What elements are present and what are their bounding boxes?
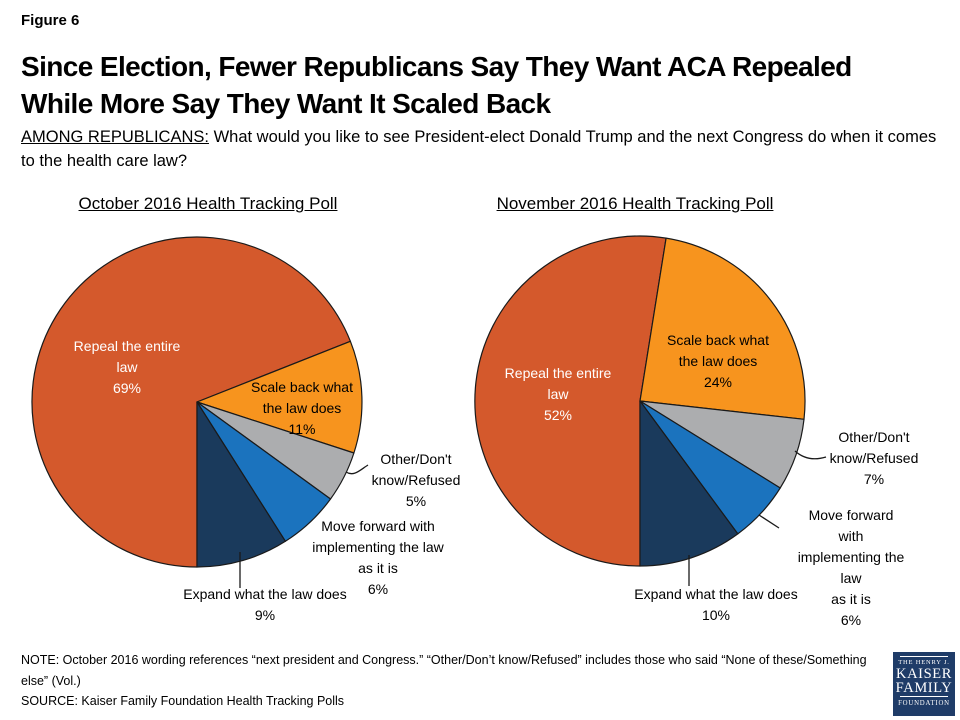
pie-label-nov-move-forward: Move forward with implementing the law a… xyxy=(797,507,905,628)
logo-text-family: FAMILY xyxy=(895,680,953,696)
pie-label-oct-other: Other/Don't know/Refused 5% xyxy=(371,451,461,509)
page-title-line-2: While More Say They Want It Scaled Back xyxy=(21,88,551,119)
logo-rule-bottom xyxy=(900,696,948,697)
subtitle: AMONG REPUBLICANS: What would you like t… xyxy=(21,126,937,173)
leader-line-other xyxy=(345,464,369,475)
footer-source: SOURCE: Kaiser Family Foundation Health … xyxy=(21,694,345,708)
chart-title-november: November 2016 Health Tracking Poll xyxy=(496,194,774,213)
pie-label-oct-move-forward: Move forward with implementing the law a… xyxy=(312,518,444,597)
pie-chart-october xyxy=(31,236,369,588)
pie-label-oct-repeal: Repeal the entire law 69% xyxy=(73,338,181,396)
pie-label-nov-other: Other/Don't know/Refused 7% xyxy=(829,429,919,487)
pie-label-oct-expand: Expand what the law does 9% xyxy=(183,586,347,623)
pie-label-nov-repeal: Repeal the entire law 52% xyxy=(504,365,612,423)
october-leader-lines xyxy=(239,464,369,588)
pie-slice xyxy=(196,401,286,568)
logo-rule-top xyxy=(900,656,948,657)
pie-slice xyxy=(474,235,667,567)
logo-text-foundation: FOUNDATION xyxy=(898,700,950,707)
leader-line-other xyxy=(794,450,827,460)
logo-text-the-henry-j: THE HENRY J. xyxy=(898,659,950,666)
footer-note: NOTE: October 2016 wording references “n… xyxy=(21,653,867,688)
pie-chart-november xyxy=(474,235,827,586)
subtitle-label: AMONG REPUBLICANS: xyxy=(21,128,209,146)
page-title-line-1: Since Election, Fewer Republicans Say Th… xyxy=(21,51,852,82)
figure-label: Figure 6 xyxy=(21,12,80,29)
pie-label-oct-scale-back: Scale back what the law does 11% xyxy=(251,379,353,437)
pie-slice xyxy=(196,340,363,454)
chart-title-october: October 2016 Health Tracking Poll xyxy=(78,194,338,213)
kff-logo: THE HENRY J. KAISER FAMILY FOUNDATION xyxy=(893,652,955,716)
pie-slice xyxy=(639,400,739,567)
pie-slice xyxy=(31,236,351,568)
pie-label-nov-scale-back: Scale back what the law does 24% xyxy=(667,332,769,390)
subtitle-question: What would you like to see President-ele… xyxy=(21,128,937,170)
pie-slice xyxy=(639,237,806,420)
page-title: Since Election, Fewer Republicans Say Th… xyxy=(21,48,852,122)
leader-line-move-forward xyxy=(758,514,780,529)
footer: NOTE: October 2016 wording references “n… xyxy=(21,650,883,712)
logo-text-kaiser: KAISER xyxy=(896,666,952,682)
pie-label-nov-expand: Expand what the law does 10% xyxy=(634,586,798,623)
november-leader-lines xyxy=(688,450,827,586)
